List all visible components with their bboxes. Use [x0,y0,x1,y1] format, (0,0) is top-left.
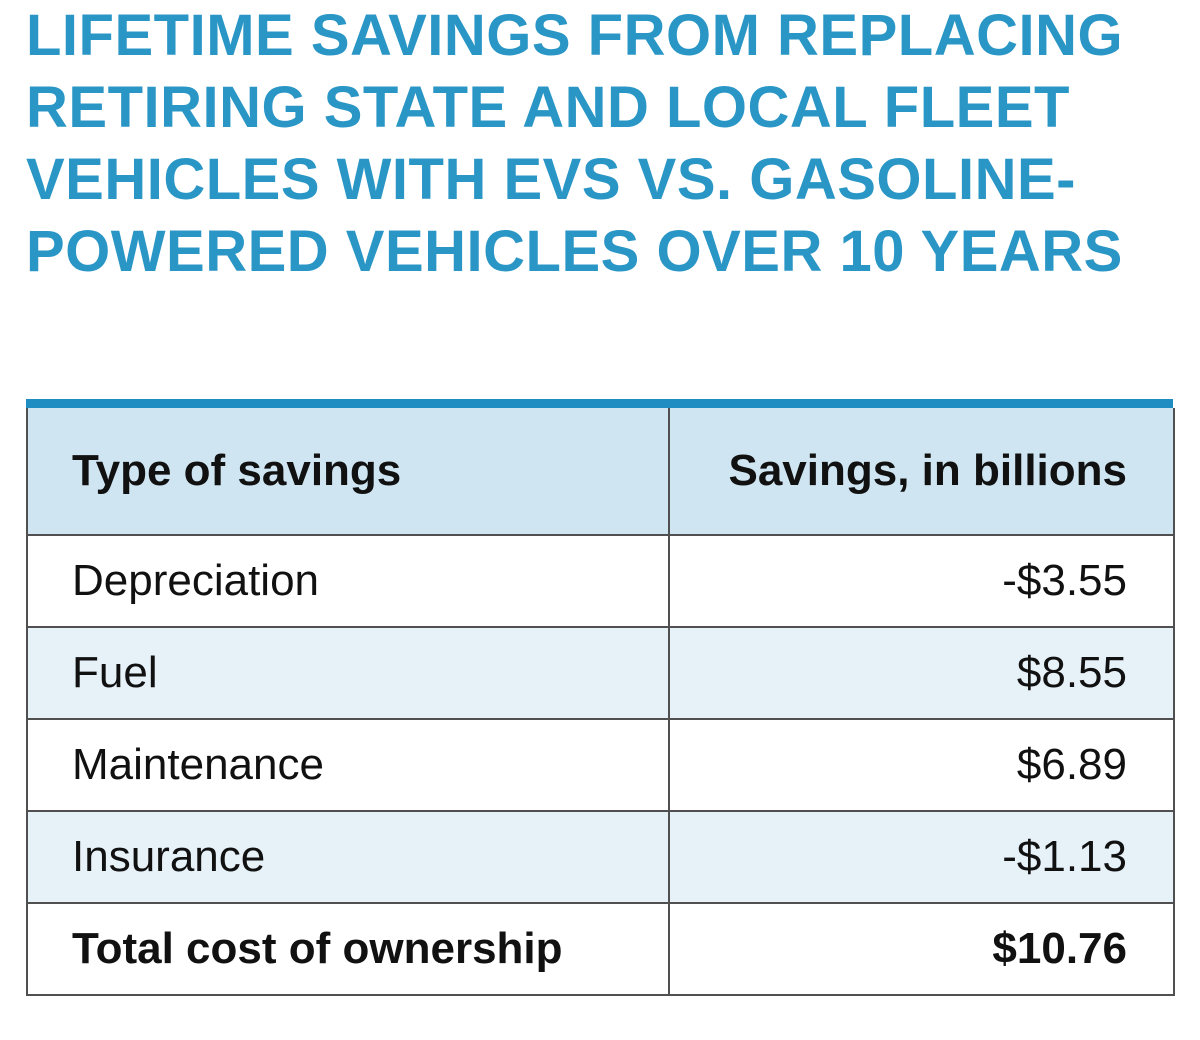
row-value-cell: $6.89 [668,718,1175,812]
row-type-cell: Fuel [26,626,670,720]
savings-table-container: Type of savings Savings, in billions Dep… [26,399,1175,996]
title-line: VEHICLES WITH EVS VS. GASOLINE- [26,147,1076,212]
table-row: Fuel $8.55 [26,626,1175,720]
row-type-cell: Maintenance [26,718,670,812]
title-line: RETIRING STATE AND LOCAL FLEET [26,75,1070,140]
title-line: POWERED VEHICLES OVER 10 YEARS [26,219,1123,284]
row-type-cell: Insurance [26,810,670,904]
row-type-cell: Depreciation [26,534,670,628]
total-value-cell: $10.76 [668,902,1175,996]
table-row: Maintenance $6.89 [26,718,1175,812]
column-header-type: Type of savings [26,408,670,536]
total-label-cell: Total cost of ownership [26,902,670,996]
table-row: Depreciation -$3.55 [26,534,1175,628]
row-value-cell: -$1.13 [668,810,1175,904]
row-value-cell: $8.55 [668,626,1175,720]
table-row: Insurance -$1.13 [26,810,1175,904]
table-header-row: Type of savings Savings, in billions [26,408,1175,536]
column-header-savings: Savings, in billions [668,408,1175,536]
row-value-cell: -$3.55 [668,534,1175,628]
savings-table: Type of savings Savings, in billions Dep… [26,408,1175,996]
page-title: LIFETIME SAVINGS FROM REPLACING RETIRING… [26,0,1176,288]
title-line: LIFETIME SAVINGS FROM REPLACING [26,3,1124,68]
table-total-row: Total cost of ownership $10.76 [26,902,1175,996]
